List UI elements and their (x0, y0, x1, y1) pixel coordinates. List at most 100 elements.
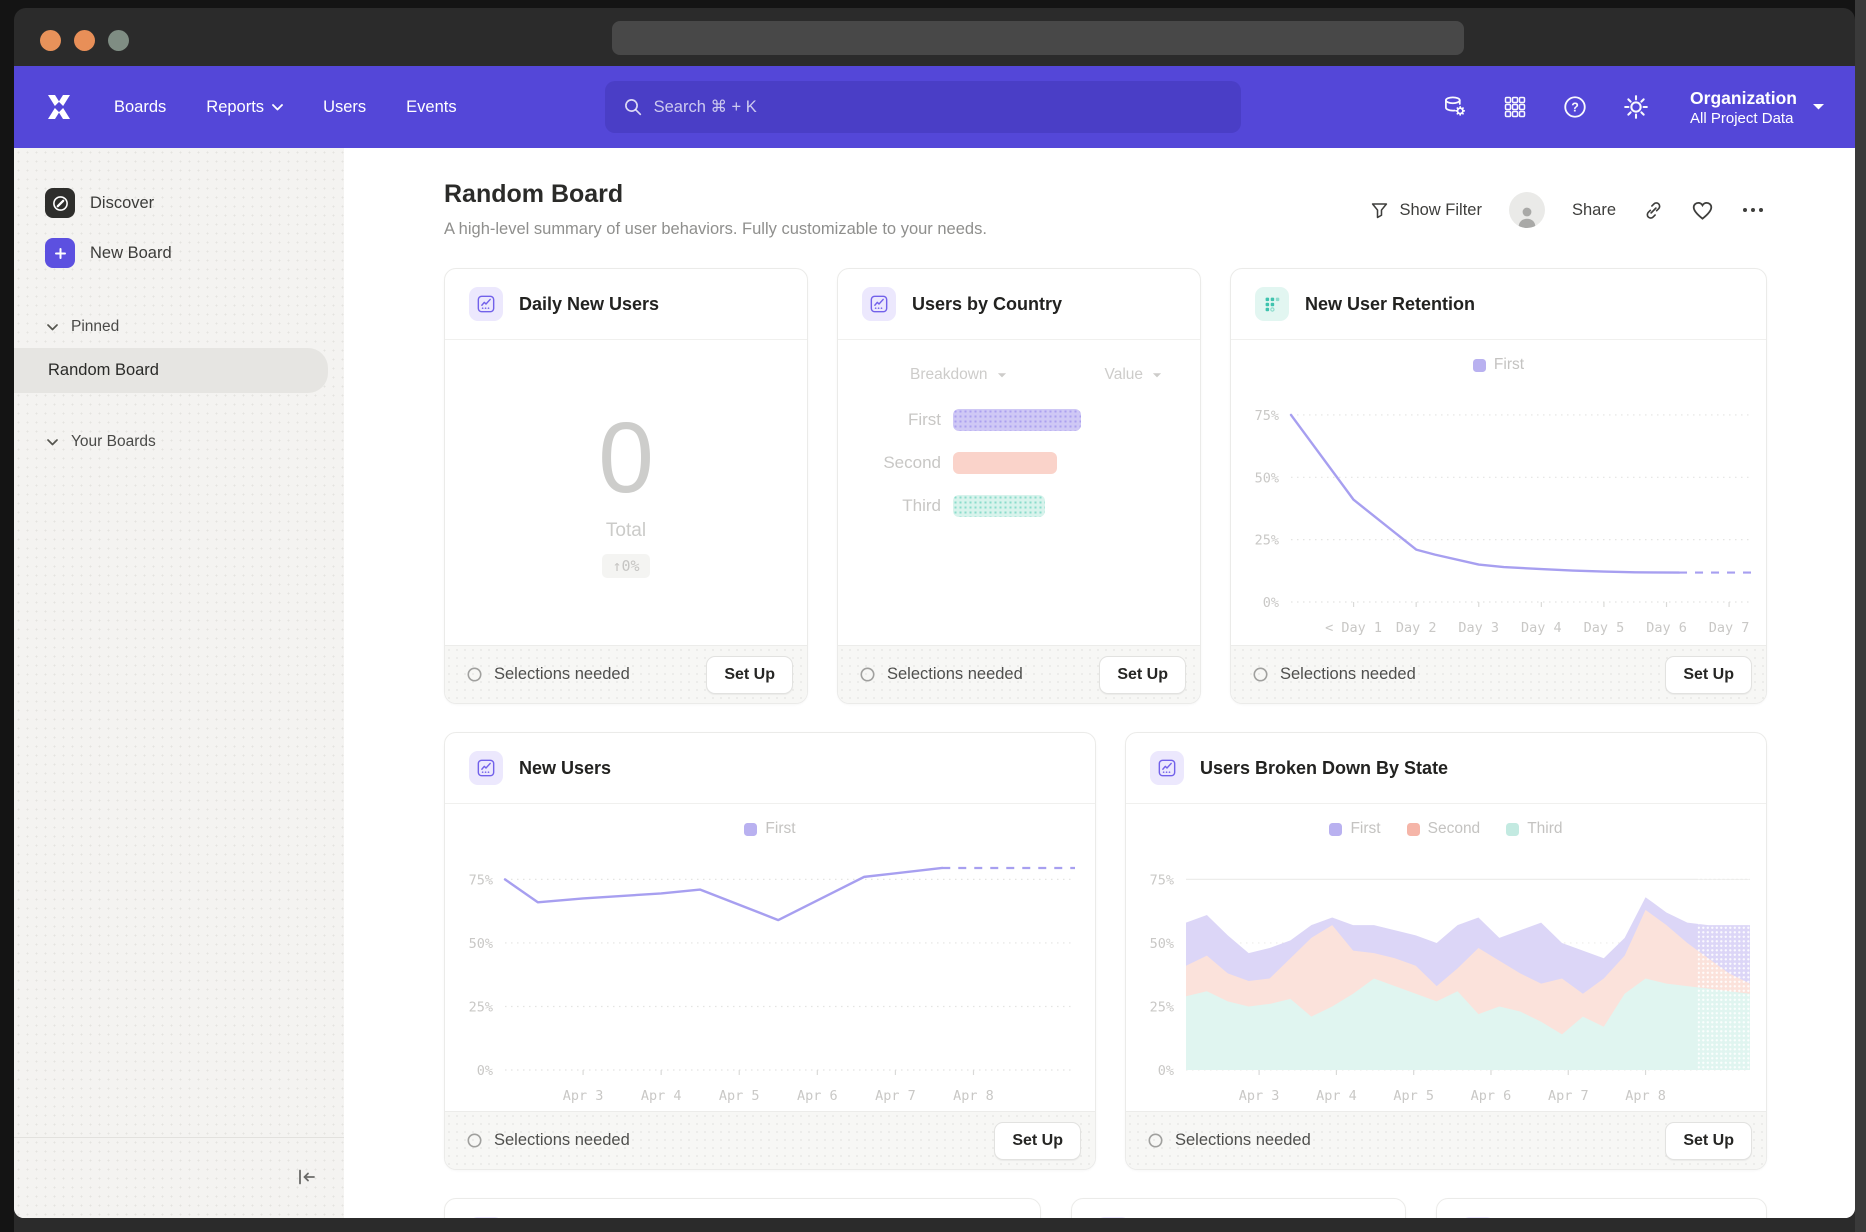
dropdown-label: Value (1104, 366, 1144, 383)
settings-gear-icon[interactable] (1623, 94, 1649, 120)
stacked-area-chart: 75% 50% 25% 0% Apr 3 Apr 4 Apr 5 Apr 6 Apr 7 Apr … (1150, 854, 1750, 1104)
svg-text:Apr 3: Apr 3 (1239, 1088, 1280, 1104)
legend-label: Second (1427, 820, 1481, 837)
svg-text:Apr 8: Apr 8 (953, 1088, 994, 1104)
nav-item-boards[interactable]: Boards (114, 98, 166, 117)
cards-row-2: New Users First 75% 50% 25% 0% Apr 3 Apr 4 Apr (444, 732, 1767, 1170)
retention-line-chart: 75% 50% 25% 0% < Day 1 Day 2 Day 3 Day 4 Day 5 Da… (1255, 408, 1751, 636)
card-stacked-line-graph: Stacked Line Graph (444, 1198, 1041, 1218)
bar-first (953, 409, 1081, 431)
set-up-button[interactable]: Set Up (1665, 1121, 1752, 1160)
legend-label: Third (1527, 820, 1563, 837)
card-footer: Selections needed Set Up (445, 1111, 1095, 1169)
legend-item: First (1329, 820, 1381, 838)
sidebar-divider (14, 1137, 344, 1138)
window-minimize-button[interactable] (74, 30, 95, 51)
legend-label: First (1493, 356, 1525, 373)
svg-text:Apr 5: Apr 5 (1393, 1088, 1434, 1104)
person-icon (1518, 207, 1536, 228)
legend-swatch (1406, 822, 1420, 836)
svg-text:Apr 6: Apr 6 (1471, 1088, 1512, 1104)
sidebar-item-new-board[interactable]: New Board (14, 228, 344, 278)
more-options-button[interactable] (1741, 206, 1765, 214)
page-subtitle: A high-level summary of user behaviors. … (444, 220, 987, 238)
status-text: Selections needed (1280, 665, 1416, 683)
set-up-button[interactable]: Set Up (706, 655, 793, 694)
card-body: First 75% 50% 25% 0% < Day 1 Day 2 Day 3 Day 4 D… (1231, 340, 1766, 645)
window-zoom-button[interactable] (108, 30, 129, 51)
nav-item-users[interactable]: Users (323, 98, 366, 117)
card-daily-new-users: Daily New Users 0 Total ↑0% (444, 268, 808, 704)
copy-link-button[interactable] (1643, 200, 1664, 221)
favorite-button[interactable] (1691, 200, 1714, 221)
show-filter-button[interactable]: Show Filter (1370, 201, 1482, 220)
sidebar-section-label: Your Boards (71, 433, 156, 450)
bar-label: Third (902, 496, 941, 515)
share-button[interactable]: Share (1572, 201, 1616, 220)
metric-block: 0 Total ↑0% (445, 340, 807, 645)
svg-text:Apr 6: Apr 6 (797, 1088, 838, 1104)
nav-item-events[interactable]: Events (406, 98, 456, 117)
set-up-button[interactable]: Set Up (1099, 655, 1186, 694)
status-text: Selections needed (1175, 1131, 1311, 1149)
help-icon[interactable]: ? (1562, 94, 1588, 120)
card-header: Stacked Line Graph (445, 1199, 1040, 1218)
legend-item: First (1472, 356, 1525, 374)
nav-label: Boards (114, 97, 167, 116)
svg-text:Apr 4: Apr 4 (1316, 1088, 1357, 1104)
svg-text:Apr 4: Apr 4 (641, 1088, 682, 1104)
app-body: Discover New Board Pinned Random Board (14, 148, 1855, 1218)
sidebar: Discover New Board Pinned Random Board (14, 148, 344, 1218)
sidebar-item-random-board[interactable]: Random Board (14, 348, 328, 393)
card-new-users: New Users First 75% 50% 25% 0% Apr 3 Apr 4 Apr (444, 732, 1096, 1170)
svg-text:75%: 75% (1255, 408, 1279, 424)
svg-text:25%: 25% (1150, 999, 1174, 1015)
card-active-users: Active Users (1436, 1198, 1767, 1218)
ellipsis-icon (1743, 208, 1763, 212)
nav-item-reports[interactable]: Reports (206, 98, 283, 117)
cards-grid: Daily New Users 0 Total ↑0% (444, 268, 1767, 1218)
svg-text:< Day 1: < Day 1 (1325, 620, 1382, 636)
metric-value: 0 (598, 401, 654, 514)
nav-right-group: ? Organization All Project Data (1442, 87, 1825, 127)
svg-text:Apr 7: Apr 7 (1548, 1088, 1589, 1104)
set-up-button[interactable]: Set Up (1665, 655, 1752, 694)
desktop-background-strip (1855, 0, 1866, 1232)
top-navbar: Boards Reports Users Events Search ⌘ + K (14, 66, 1855, 148)
search-input[interactable]: Search ⌘ + K (604, 81, 1241, 133)
status-circle-icon (860, 667, 875, 682)
line-chart-icon (1150, 751, 1184, 785)
set-up-button[interactable]: Set Up (994, 1121, 1081, 1160)
breakdown-dropdown[interactable]: Breakdown (910, 366, 1007, 384)
card-title: Users Broken Down By State (1200, 757, 1449, 778)
new-users-line-chart: 75% 50% 25% 0% Apr 3 Apr 4 Apr 5 Apr 6 Apr 7 Apr … (469, 866, 1075, 1104)
data-management-icon[interactable] (1442, 94, 1468, 120)
legend-item: Second (1406, 820, 1481, 838)
status-circle-icon (1148, 1133, 1163, 1148)
address-bar[interactable] (612, 21, 1464, 55)
org-switcher[interactable]: Organization All Project Data (1690, 87, 1825, 127)
sidebar-section-pinned[interactable]: Pinned (14, 308, 344, 348)
nav-menu: Boards Reports Users Events (114, 98, 457, 117)
filter-funnel-icon (1372, 202, 1388, 218)
value-dropdown[interactable]: Value (1105, 366, 1163, 384)
browser-window: Boards Reports Users Events Search ⌘ + K (14, 8, 1855, 1232)
svg-text:Apr 5: Apr 5 (719, 1088, 760, 1104)
legend-swatch (1472, 358, 1486, 372)
card-header: New User Retention (1231, 269, 1766, 340)
sidebar-item-discover[interactable]: Discover (14, 178, 344, 228)
show-filter-label: Show Filter (1399, 200, 1482, 219)
sidebar-section-label: Pinned (71, 318, 120, 335)
chevron-down-icon (272, 103, 283, 110)
svg-text:50%: 50% (469, 936, 493, 952)
avatar[interactable] (1508, 192, 1545, 228)
apps-grid-icon[interactable] (1503, 95, 1527, 119)
line-chart-icon (469, 1217, 503, 1218)
collapse-sidebar-button[interactable] (296, 1167, 318, 1192)
card-header: Daily New Users (445, 269, 807, 340)
mixpanel-logo-icon[interactable] (44, 92, 74, 122)
window-controls (40, 30, 129, 51)
chevron-down-icon (47, 323, 58, 330)
window-close-button[interactable] (40, 30, 61, 51)
sidebar-section-your-boards[interactable]: Your Boards (14, 423, 344, 463)
